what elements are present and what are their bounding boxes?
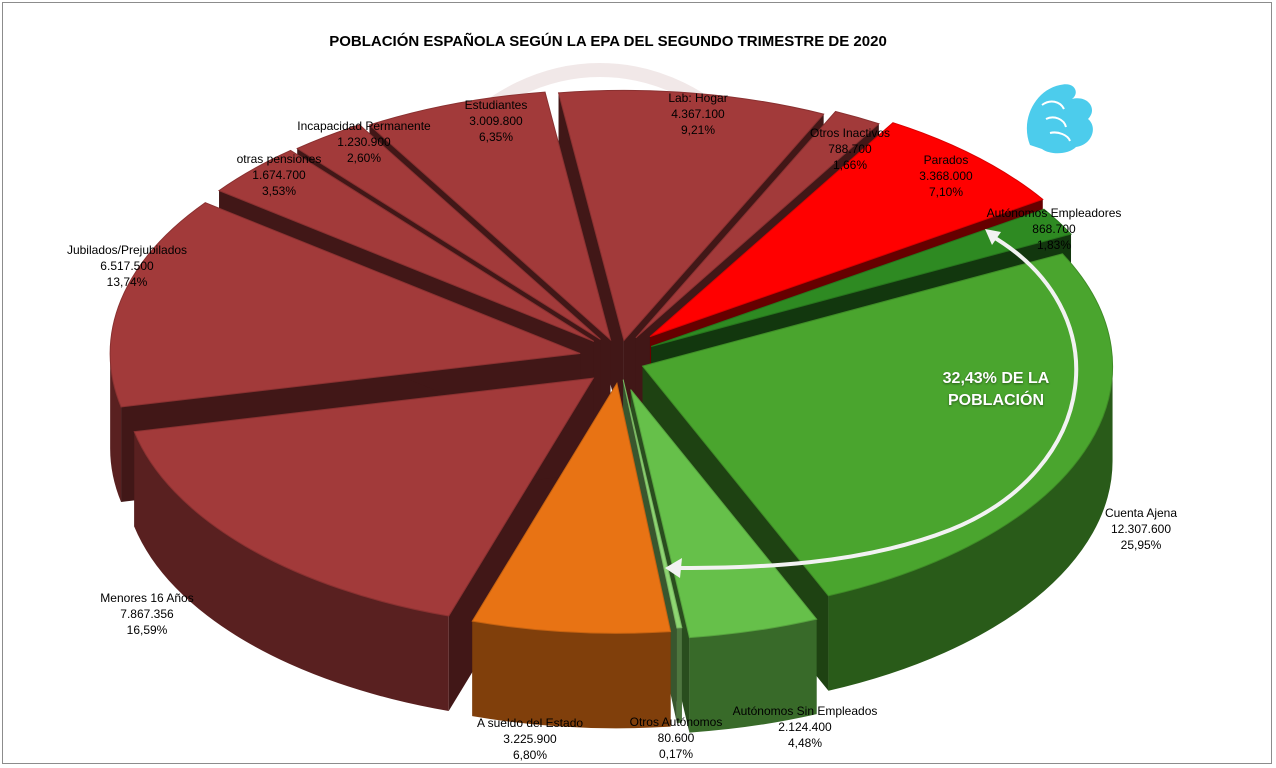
slice-label-percent: 13,74% [106,275,148,289]
slice-top [217,149,595,342]
slice-label-percent: 2,60% [346,151,382,165]
slice-label-percent: 1,83% [1036,238,1072,252]
slice-label-percent: 4,48% [787,736,823,750]
slice-label-name: Jubilados/Prejubilados [66,243,188,257]
slice-label: Lab: Hogar 4.367.100 9,21% [668,90,727,138]
slice-label-percent: 3,53% [261,184,297,198]
slice-top [622,379,683,629]
slice-label: A sueldo del Estado 3.225.900 6,80% [477,715,583,763]
chart-title: POBLACIÓN ESPAÑOLA SEGÚN LA EPA DEL SEGU… [329,33,887,50]
slice-outer-wall [689,619,817,733]
slice-label-value: 1.674.700 [252,168,306,182]
slice-label-name: Cuenta Ajena [1104,506,1178,520]
slice-label-percent: 7,10% [928,185,964,199]
slice-label-value: 3.009.800 [469,114,523,128]
slice-outer-wall [676,627,682,724]
slice-label-name: Otros Autónomos [629,715,723,729]
slice-label-name: Incapacidad Permanente [297,119,431,133]
slice-top [296,124,601,340]
population-bracket-arrow [671,233,1079,570]
slice-label-value: 1.230.900 [337,135,391,149]
bracket-arrowhead-top [985,229,1001,245]
slice-label-value: 3.225.900 [503,732,557,746]
slice-label: Jubilados/Prejubilados 6.517.500 13,74% [67,242,187,290]
bracket-arrowhead-bottom [665,558,682,578]
annotation-line-2: POBLACIÓN [948,392,1044,409]
slice-label: Autónomos Empleadores 868.700 1,83% [987,205,1122,253]
slice-label-value: 3.368.000 [919,169,973,183]
slice-label-value: 2.124.400 [778,720,832,734]
slice-label-name: Autónomos Empleadores [986,206,1122,220]
slice-label: Otros Autónomos 80.600 0,17% [630,714,723,762]
slice-label: Otros Inactivos 788.700 1,66% [810,125,890,173]
slice-label-value: 80.600 [657,731,695,745]
slice-outer-wall [472,621,671,729]
population-annotation: 32,43% DE LA POBLACIÓN [936,368,1056,412]
slice-label: Autónomos Sin Empleados 2.124.400 4,48% [733,703,878,751]
slice-top [557,89,825,342]
slice-label-value: 4.367.100 [671,107,725,121]
slice-top [133,377,595,617]
slice-top [649,122,1044,338]
slice-top [635,110,880,339]
slice-label-percent: 0,17% [658,747,694,761]
slice-label-percent: 16,59% [126,623,168,637]
slice-label: Cuenta Ajena 12.307.600 25,95% [1105,505,1177,553]
slice-label: otras pensiones 1.674.700 3,53% [237,151,322,199]
slice-outer-wall [134,431,449,712]
slice-outer-wall [110,353,122,502]
slice-label-name: Estudiantes [464,98,528,112]
slice-label-percent: 9,21% [680,123,716,137]
slice-label-value: 6.517.500 [100,259,154,273]
slice-label: Estudiantes 3.009.800 6,35% [465,97,528,145]
slice-label-name: Menores 16 Años [100,591,194,605]
slice-label: Incapacidad Permanente 1.230.900 2,60% [297,118,430,166]
griffin-logo-icon [1026,84,1093,154]
slice-label-value: 7.867.356 [120,607,174,621]
slice-label-name: A sueldo del Estado [476,716,584,730]
slice-label-name: Parados [923,153,969,167]
slice-top [109,202,581,408]
annotation-line-1: 32,43% DE LA [942,370,1050,387]
slice-label-name: otras pensiones [236,152,322,166]
slice-label-name: Autónomos Sin Empleados [732,704,878,718]
slice-label-value: 12.307.600 [1110,522,1172,536]
slice-top [471,381,672,634]
slice-label-value: 868.700 [1032,222,1076,236]
pie-slice-cuenta-ajena [641,253,1114,691]
slice-label-value: 788.700 [828,142,872,156]
slice-label-percent: 6,80% [512,748,548,762]
slice-label-name: Lab: Hogar [668,91,728,105]
slice-top [368,91,612,342]
slice-label-percent: 25,95% [1120,538,1162,552]
slice-top [651,208,1072,347]
slice-label: Menores 16 Años 7.867.356 16,59% [100,590,193,638]
slice-label-percent: 1,66% [832,158,868,172]
slice-label: Parados 3.368.000 7,10% [919,152,972,200]
slice-label-percent: 6,35% [478,130,514,144]
slice-label-name: Otros Inactivos [809,126,891,140]
pie-slice-a-sueldo-del-estado [471,381,672,729]
slice-outer-wall [828,366,1113,691]
slice-top [641,253,1114,597]
